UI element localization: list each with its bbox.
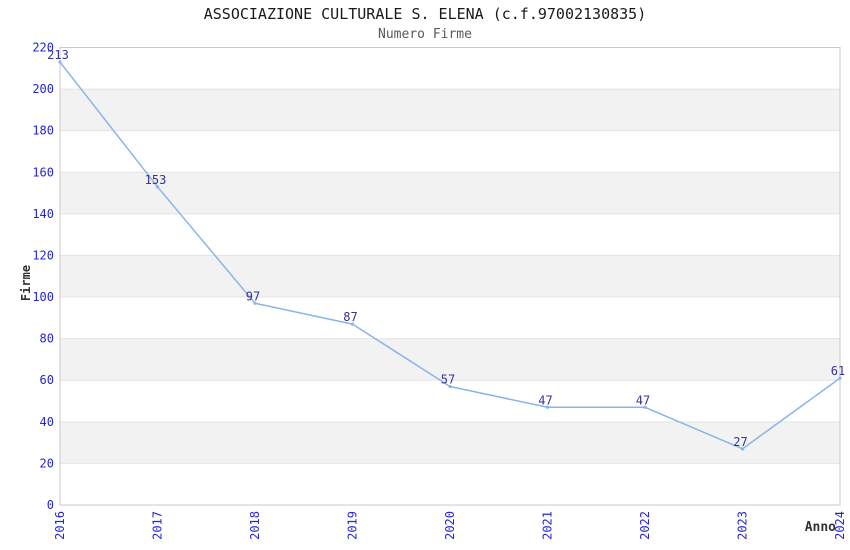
y-axis-tick-label: 120 [32,248,54,262]
y-axis-tick-label: 0 [47,498,54,512]
data-point [545,405,550,409]
data-point [155,185,160,189]
chart-title: ASSOCIAZIONE CULTURALE S. ELENA (c.f.970… [203,5,647,23]
x-axis-tick-label: 2016 [53,511,67,540]
plot-band [60,255,840,298]
x-axis-tick-label: 2018 [248,511,262,540]
data-point [448,384,452,389]
data-point [740,447,745,451]
y-axis-tick-label: 160 [32,165,54,179]
x-axis-title: Anno [804,520,836,535]
data-point [643,405,647,409]
x-axis-tick-label: 2022 [638,511,652,540]
x-axis-tick-label: 2023 [736,511,750,540]
y-axis-title: Firme [19,264,33,302]
data-point [350,322,355,326]
plot-border [59,47,841,506]
data-point-label: 57 [441,372,455,386]
data-point-label: 97 [246,289,260,303]
y-axis-tick-label: 20 [40,456,54,470]
x-axis-tick-label: 2019 [346,511,360,540]
plot-band [60,338,840,381]
x-axis-tick-label: 2021 [541,511,555,540]
y-axis-tick-label: 180 [32,124,54,138]
x-axis-tick-label: 2020 [443,511,457,540]
y-axis-tick-label: 200 [32,82,54,96]
data-point-label: 87 [343,310,357,324]
y-axis-tick-label: 220 [32,41,54,55]
x-axis-tick-label: 2024 [833,511,847,540]
data-point-label: 213 [47,48,69,62]
data-point-label: 47 [636,393,650,407]
data-point [253,301,257,305]
plot-band [60,172,840,214]
data-point-label: 47 [538,393,552,407]
data-point [58,60,62,64]
data-point-label: 153 [145,173,167,187]
y-axis-tick-label: 100 [32,290,54,304]
y-axis-tick-label: 60 [40,373,54,387]
chart-subtitle: Numero Firme [378,27,472,42]
data-point [838,376,842,380]
data-point-label: 61 [831,364,845,378]
data-point-label: 27 [733,435,747,449]
plot-band [60,89,840,131]
y-axis-tick-label: 80 [40,332,54,346]
y-axis-tick-label: 140 [32,207,54,221]
plot-band [60,421,840,464]
y-axis-tick-label: 40 [40,415,54,429]
x-axis-tick-label: 2017 [151,511,165,540]
